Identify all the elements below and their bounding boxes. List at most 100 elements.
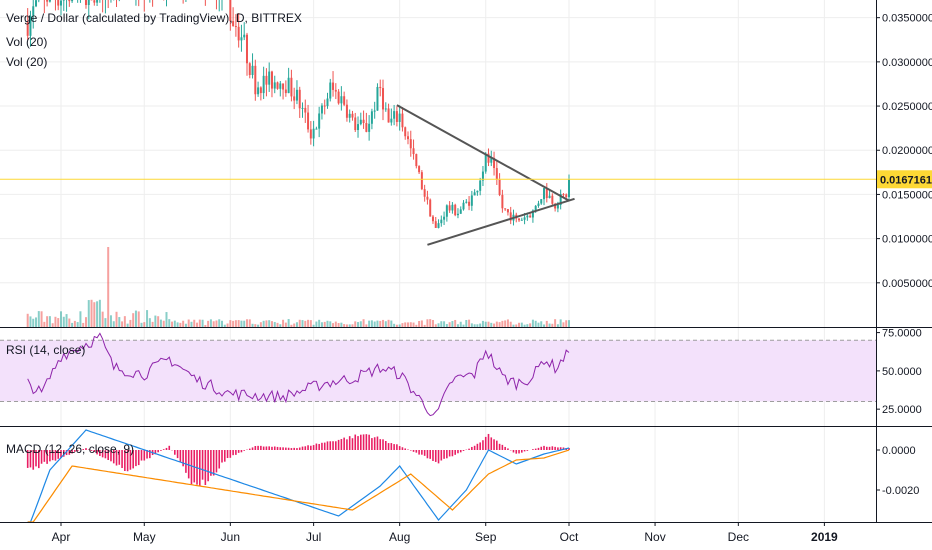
candle-body	[57, 0, 60, 6]
candle-body	[334, 89, 337, 92]
candle-body	[71, 0, 74, 2]
volume-bar	[307, 319, 310, 327]
candle-body	[401, 113, 404, 128]
volume-bar	[420, 320, 423, 327]
candle-body	[373, 110, 376, 112]
volume-bar	[259, 322, 262, 327]
volume-bar	[562, 322, 565, 327]
volume-bar	[279, 324, 282, 327]
candle-body	[343, 96, 346, 105]
volume-legend[interactable]: Vol (20)	[6, 35, 48, 49]
volume-bar	[506, 319, 509, 327]
candle-body	[284, 89, 287, 94]
candle-body	[290, 77, 293, 97]
candle-body	[32, 6, 35, 16]
volume-bar	[79, 311, 82, 327]
volume-bar	[481, 320, 484, 327]
volume-bar	[315, 321, 318, 327]
rsi-legend[interactable]: RSI (14, close)	[6, 343, 86, 357]
volume-bar	[362, 319, 365, 327]
macd-axis-label: -0.0020	[882, 485, 919, 497]
volume-bar	[495, 321, 498, 327]
volume-bar	[384, 321, 387, 327]
rsi-band	[0, 340, 876, 402]
volume-bar	[559, 319, 562, 327]
volume-bar	[476, 324, 479, 327]
volume-bar	[318, 319, 321, 327]
volume-bar	[209, 319, 212, 327]
candle-body	[409, 139, 412, 149]
volume-bar	[456, 324, 459, 327]
candle-body	[504, 208, 507, 210]
volume-bar	[304, 320, 307, 327]
volume-bar	[520, 322, 523, 327]
volume-bar	[240, 320, 243, 327]
volume-bar	[459, 321, 462, 327]
volume-bar	[71, 322, 74, 327]
candle-body	[237, 26, 240, 41]
candle-body	[354, 117, 357, 131]
macd-legend[interactable]: MACD (12, 26, close, 9)	[6, 442, 135, 456]
volume-bar	[429, 319, 432, 327]
triangle-trendline	[396, 104, 570, 202]
volume-bar	[465, 320, 468, 327]
candle-body	[418, 166, 421, 173]
volume-bar	[187, 319, 190, 327]
volume-bar	[165, 312, 168, 327]
candle-body	[368, 123, 371, 132]
time-axis-label: Nov	[644, 530, 665, 544]
volume-bar	[393, 323, 396, 327]
volume-bar	[387, 319, 390, 327]
candle-body	[340, 96, 343, 104]
candle-body	[448, 205, 451, 211]
volume-bar	[326, 320, 329, 327]
candle-body	[556, 204, 559, 209]
volume-bar	[398, 324, 401, 327]
volume-bar	[345, 324, 348, 327]
candle-body	[423, 189, 426, 197]
rsi-pane[interactable]	[0, 332, 876, 417]
candle-body	[268, 71, 271, 85]
volume-bar	[101, 311, 104, 327]
candle-body	[370, 111, 373, 124]
volume-bar	[121, 321, 124, 327]
volume-bar	[295, 322, 298, 327]
candle-body	[332, 82, 335, 90]
volume-bar	[437, 323, 440, 327]
candle-body	[426, 196, 429, 200]
volume-bar	[301, 320, 304, 327]
volume-bar	[332, 323, 335, 327]
volume-bar	[126, 323, 129, 327]
price-pane[interactable]	[0, 0, 876, 327]
last-price-label: 0.01671617	[880, 174, 932, 186]
volume-bar	[531, 319, 534, 327]
volume-bar	[540, 321, 543, 327]
candle-body	[287, 77, 290, 94]
volume-bar	[448, 322, 451, 327]
volume-bar	[556, 324, 559, 327]
candle-body	[459, 209, 462, 214]
macd-pane[interactable]	[26, 429, 570, 523]
volume-bar	[243, 320, 246, 327]
volume-bar	[90, 299, 93, 327]
volume-bar	[509, 321, 512, 327]
volume-bar	[154, 315, 157, 327]
volume-bar	[132, 313, 135, 327]
candle-body	[501, 194, 504, 209]
chart-grid	[0, 0, 876, 522]
candle-body	[326, 98, 329, 107]
volume-bar	[270, 321, 273, 327]
volume-bar	[143, 322, 146, 327]
volume-bar	[551, 323, 554, 327]
volume-legend-2[interactable]: Vol (20)	[6, 55, 48, 69]
volume-bar	[232, 320, 235, 327]
candle-body	[265, 75, 268, 85]
volume-bar	[376, 320, 379, 327]
chart-title-legend[interactable]: Verge / Dollar (calculated by TradingVie…	[6, 11, 302, 25]
volume-bar	[390, 320, 393, 327]
volume-bar	[473, 324, 476, 327]
candle-body	[454, 204, 457, 216]
rsi-axis-label: 25.0000	[882, 404, 922, 416]
volume-bar	[504, 320, 507, 327]
